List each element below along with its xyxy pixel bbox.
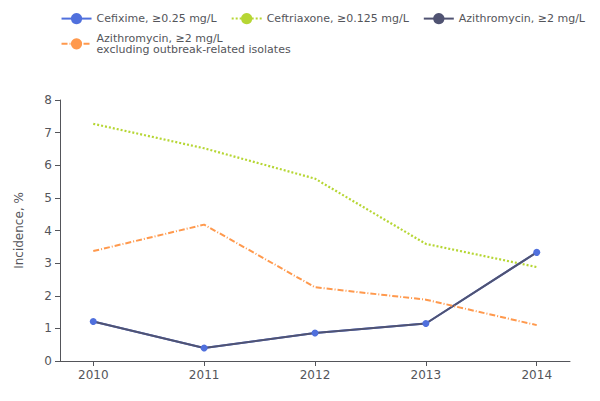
svg-text:7: 7 [44,126,52,140]
svg-text:Cefixime, ≥0.25 mg/L: Cefixime, ≥0.25 mg/L [97,12,218,25]
svg-text:4: 4 [44,224,52,238]
svg-text:Ceftriaxone, ≥0.125 mg/L: Ceftriaxone, ≥0.125 mg/L [267,12,410,25]
svg-text:5: 5 [44,191,52,205]
svg-text:6: 6 [44,158,52,172]
svg-text:Incidence, %: Incidence, % [12,192,26,269]
svg-text:1: 1 [44,321,52,335]
svg-text:0: 0 [44,354,52,368]
svg-text:2: 2 [44,289,52,303]
svg-text:2014: 2014 [521,368,552,382]
svg-text:2010: 2010 [78,368,109,382]
svg-text:2011: 2011 [189,368,220,382]
svg-text:Azithromycin, ≥2 mg/L: Azithromycin, ≥2 mg/L [96,31,223,45]
svg-text:excluding outbreak-related iso: excluding outbreak-related isolates [97,43,291,56]
svg-text:2012: 2012 [300,368,331,382]
svg-text:2013: 2013 [411,368,442,382]
svg-text:8: 8 [44,93,52,107]
svg-text:Azithromycin, ≥2 mg/L: Azithromycin, ≥2 mg/L [459,12,586,25]
svg-text:3: 3 [44,256,52,270]
